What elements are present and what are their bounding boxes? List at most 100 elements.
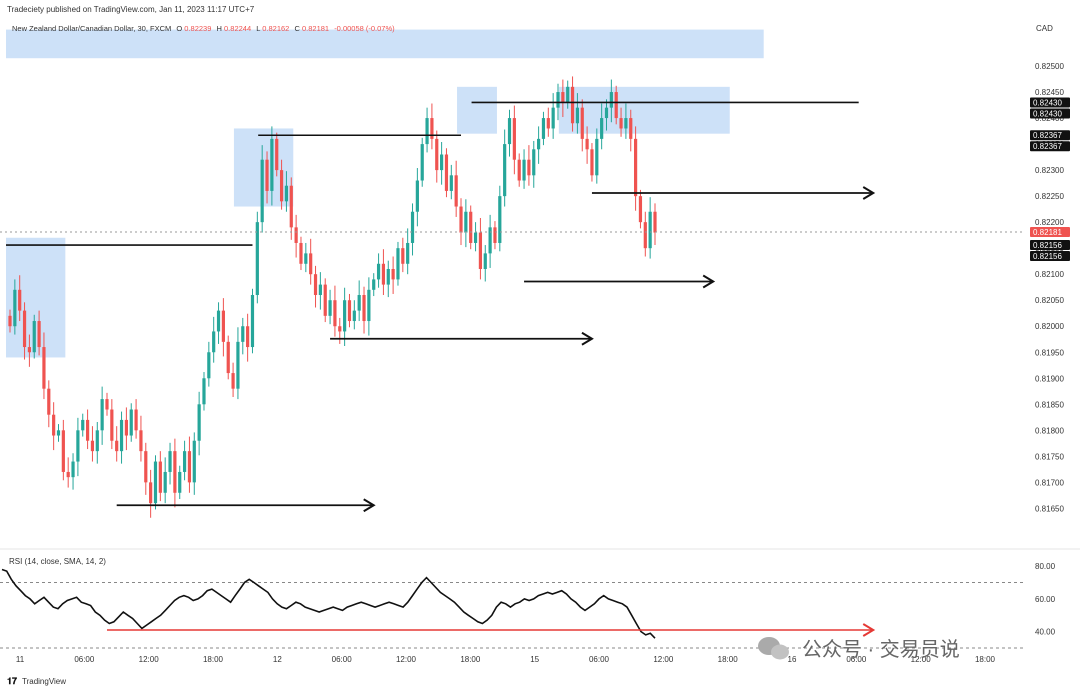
candle-body [512, 118, 516, 160]
price-tick-label: 0.82200 [1035, 218, 1064, 227]
price-badge-box [1030, 130, 1070, 141]
rsi-tick-label: 40.00 [1035, 628, 1056, 637]
price-tick-label: 0.81750 [1035, 452, 1064, 461]
candle-body [202, 378, 206, 405]
candle-body [624, 118, 628, 129]
candle-body [566, 86, 570, 103]
candle-body [212, 331, 216, 353]
rsi-levels [0, 582, 1025, 649]
candle-body [241, 326, 245, 342]
candle-body [182, 451, 187, 472]
candle-body [648, 211, 652, 249]
price-tick-label: 0.82400 [1035, 114, 1064, 123]
candle-body [396, 248, 400, 280]
candle-body [323, 284, 327, 316]
time-tick-label: 16 [788, 655, 797, 664]
candle-body [430, 118, 434, 139]
candle-body [250, 295, 255, 348]
candle-body [454, 175, 458, 207]
close-value: 0.82181 [302, 24, 329, 33]
price-tick-label: 0.82300 [1035, 166, 1064, 175]
time-tick-label: 12:00 [139, 655, 160, 664]
candle-body [221, 310, 225, 342]
candle-body [144, 451, 148, 483]
candle-body [299, 242, 303, 264]
candle-body [22, 310, 27, 348]
candle-body [362, 295, 366, 322]
candle-body [56, 430, 61, 436]
price-badge-label: 0.82156 [1033, 241, 1062, 250]
candle-body [570, 86, 575, 124]
rsi-line [1, 568, 656, 639]
candle-body [333, 300, 337, 327]
currency-label: CAD [1036, 24, 1053, 33]
candle-body [149, 482, 153, 504]
time-tick-label: 18:00 [718, 655, 739, 664]
symbol-name: New Zealand Dollar/Canadian Dollar, 30, … [12, 24, 171, 33]
candle-body [81, 419, 85, 431]
candle-body [85, 419, 90, 441]
candle-body [76, 430, 80, 462]
candle-body [503, 144, 507, 197]
time-tick-label: 06:00 [846, 655, 867, 664]
candle-body [275, 138, 279, 171]
price-axis: 0.825000.824500.824000.823500.823000.822… [1035, 62, 1064, 513]
time-tick-label: 12:00 [911, 655, 932, 664]
candle-body [265, 159, 269, 191]
candle-body [236, 341, 240, 389]
rsi-axis: 80.00 60.00 40.00 [1035, 562, 1056, 636]
supply-demand-zones [6, 29, 764, 358]
candle-body [483, 253, 487, 269]
candle-body [192, 440, 196, 483]
candle-body [415, 180, 419, 212]
candle-body [309, 253, 313, 275]
price-badge-box [1030, 97, 1070, 108]
candle-body [52, 414, 56, 436]
price-badge-box [1030, 108, 1070, 119]
candle-body [279, 170, 284, 202]
zone-box [457, 86, 497, 134]
time-tick-label: 11 [16, 655, 25, 664]
candle-body [37, 321, 41, 348]
candle-body [158, 461, 162, 493]
candle-body [90, 440, 95, 452]
price-tick-label: 0.82250 [1035, 192, 1064, 201]
candle-body [18, 289, 22, 311]
candle-body [42, 347, 46, 389]
time-tick-label: 06:00 [332, 655, 353, 664]
tradingview-logo: 𝟏𝟕 TradingView [7, 676, 66, 686]
candle-body [289, 185, 293, 228]
candle-body [449, 175, 453, 191]
candle-body [376, 263, 381, 280]
candle-body [284, 185, 289, 202]
candle-body [124, 419, 128, 436]
candle-body [260, 159, 264, 223]
candle-body [517, 159, 521, 181]
price-badge-box [1030, 141, 1070, 152]
candle-body [561, 92, 565, 103]
candle-body [575, 107, 580, 124]
price-tick-label: 0.81700 [1035, 478, 1064, 487]
candle-body [386, 268, 390, 285]
price-badge-label: 0.82367 [1033, 142, 1062, 151]
candle-body [66, 471, 70, 478]
candle-body [469, 211, 473, 243]
candle-body [609, 92, 613, 108]
candle-body [653, 211, 657, 233]
candle-body [13, 289, 17, 327]
candle-body [546, 118, 550, 129]
candle-body [231, 373, 235, 389]
candle-body [343, 300, 347, 332]
symbol-info: New Zealand Dollar/Canadian Dollar, 30, … [12, 24, 395, 33]
candle-body [187, 451, 192, 483]
candle-body [522, 159, 526, 181]
change-value: -0.00058 (-0.07%) [334, 24, 395, 33]
candle-body [32, 321, 36, 353]
candle-body [8, 315, 12, 327]
candle-body [459, 206, 463, 233]
candle-body [100, 399, 104, 431]
candle-body [168, 451, 172, 472]
candle-body [328, 300, 332, 316]
candle-body [178, 471, 182, 493]
candle-body [61, 430, 65, 472]
